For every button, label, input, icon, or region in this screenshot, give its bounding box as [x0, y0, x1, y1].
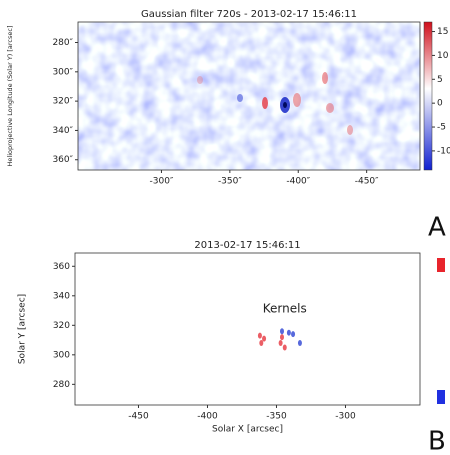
x-tick-label: -300 [335, 412, 356, 422]
legend-swatch [437, 390, 445, 404]
y-axis-label: Helioprojective Longitude (Solar Y) [arc… [6, 25, 14, 166]
x-tick-label: -400″ [286, 177, 310, 187]
magnetogram-image [78, 22, 420, 170]
x-tick-label: -450″ [355, 177, 379, 187]
colorbar-tick-label: 15 [437, 27, 448, 37]
panel-label: A [428, 213, 446, 243]
colorbar-tick-label: 5 [437, 75, 443, 85]
y-tick-label: 360 [53, 262, 70, 272]
kernel-point [280, 328, 284, 335]
frame [74, 252, 421, 406]
x-tick-label: -400 [197, 412, 218, 422]
legend-swatch [437, 258, 445, 272]
frame [77, 21, 421, 171]
y-tick-label: 360″ [52, 155, 73, 165]
kernel-point [278, 340, 283, 347]
chart-title: Gaussian filter 720s - 2013-02-17 15:46:… [141, 9, 357, 20]
kernel-point [259, 340, 264, 347]
colorbar-tick-label: -5 [437, 123, 446, 133]
x-tick-label: -350″ [218, 177, 242, 187]
chart-title: 2013-02-17 15:46:11 [194, 240, 300, 251]
kernel-point [257, 332, 262, 339]
y-tick-label: 320″ [52, 97, 73, 107]
x-tick-label: -450 [128, 412, 149, 422]
y-tick-label: 300″ [52, 67, 73, 77]
colorbar [423, 21, 433, 171]
y-tick-label: 340″ [52, 126, 73, 136]
kernel-point [262, 335, 267, 342]
kernel-point [282, 344, 287, 351]
kernel-point [280, 334, 284, 341]
kernel-point [297, 340, 302, 347]
x-tick-label: -300″ [150, 177, 174, 187]
colorbar-tick-label: 10 [437, 51, 449, 61]
y-tick-label: 340 [53, 291, 70, 301]
kernel-point [286, 329, 291, 336]
kernel-point [291, 331, 296, 338]
x-axis-label: Solar X [arcsec] [212, 425, 283, 435]
y-tick-label: 280″ [52, 38, 73, 48]
x-tick-label: -350 [266, 412, 287, 422]
y-tick-label: 300 [53, 350, 70, 360]
y-tick-label: 320 [53, 321, 70, 331]
annotation: Kernels [263, 302, 307, 316]
colorbar-tick-label: -10 [437, 146, 450, 156]
y-axis-label: Solar Y [arcsec] [18, 294, 28, 364]
y-tick-label: 280 [53, 380, 70, 390]
panel-label: B [428, 427, 446, 455]
colorbar-tick-label: 0 [437, 99, 443, 109]
